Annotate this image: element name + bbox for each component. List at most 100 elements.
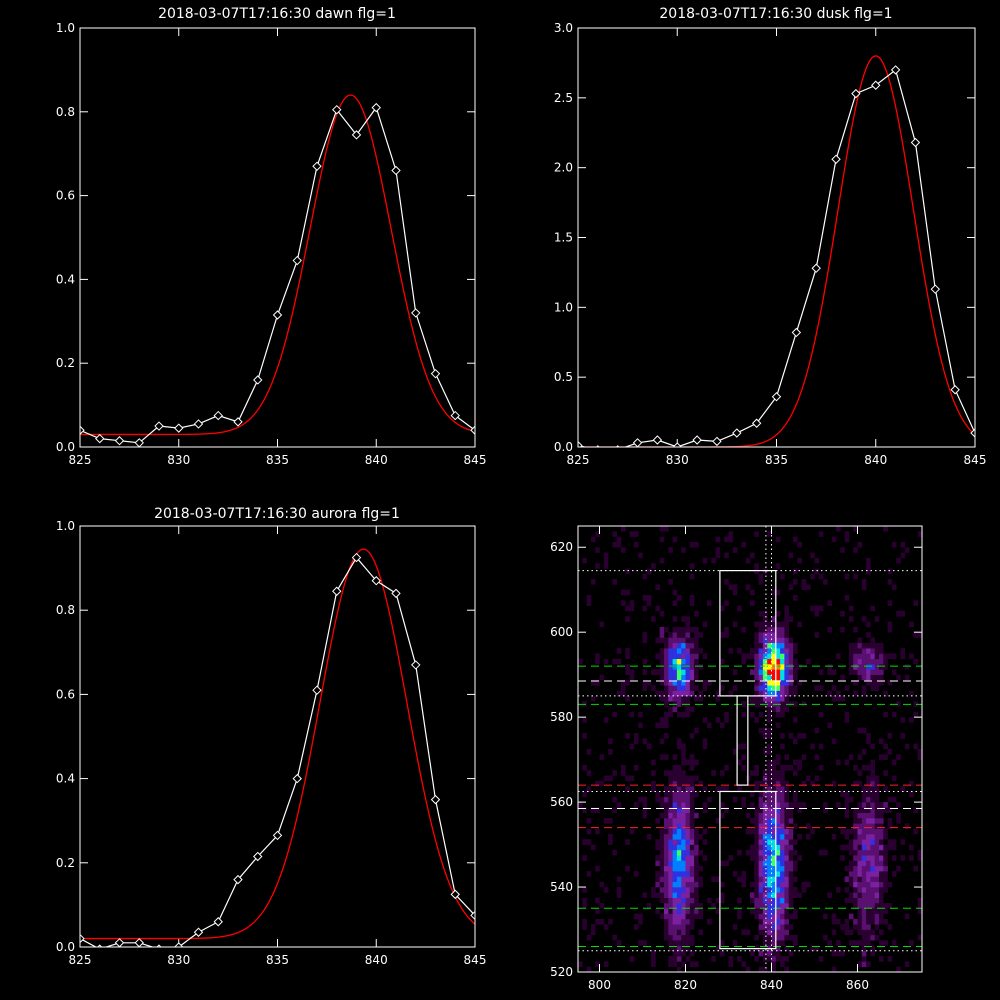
- heatmap-cell: [685, 823, 691, 829]
- heatmap-cell: [771, 833, 777, 840]
- heatmap-cell: [784, 796, 789, 803]
- heatmap-cell: [853, 833, 858, 840]
- heatmap-cell: [715, 695, 721, 702]
- heatmap-cell: [676, 595, 682, 601]
- heatmap-cell: [754, 679, 759, 686]
- heatmap-cell: [848, 839, 854, 845]
- heatmap-cell: [685, 780, 691, 787]
- heatmap-cell: [874, 855, 880, 861]
- heatmap-cell: [784, 780, 789, 787]
- heatmap-cell: [750, 897, 755, 904]
- heatmap-cell: [741, 802, 746, 808]
- heatmap-cell: [715, 876, 721, 883]
- heatmap-cell: [891, 855, 897, 861]
- data-point: [411, 308, 421, 318]
- heatmap-cell: [664, 881, 669, 888]
- y-tick-label: 620: [550, 540, 573, 554]
- heatmap-cell: [775, 653, 781, 660]
- heatmap-cell: [664, 934, 669, 941]
- heatmap-cell: [668, 860, 673, 867]
- heatmap-cell: [689, 823, 695, 829]
- heatmap-cell: [853, 823, 858, 829]
- heatmap-cell: [603, 563, 609, 569]
- heatmap-cell: [810, 573, 815, 580]
- heatmap-cell: [672, 775, 678, 782]
- heatmap-cell: [659, 674, 665, 681]
- heatmap-cell: [672, 786, 678, 792]
- heatmap-cell: [642, 812, 648, 819]
- heatmap-cell: [767, 929, 772, 936]
- heatmap-cell: [874, 908, 880, 914]
- heatmap-cell: [762, 924, 768, 930]
- heatmap-cell: [879, 839, 884, 845]
- heatmap-cell: [861, 690, 867, 697]
- heatmap-cell: [745, 929, 751, 936]
- heatmap-cell: [883, 526, 888, 532]
- heatmap-cell: [818, 605, 824, 612]
- heatmap-cell: [775, 924, 781, 930]
- heatmap-cell: [685, 881, 691, 888]
- heatmap-cell: [874, 828, 880, 835]
- heatmap-cell: [870, 791, 875, 798]
- heatmap-cell: [698, 780, 703, 787]
- heatmap-cell: [625, 733, 630, 739]
- heatmap-cell: [771, 775, 777, 782]
- heatmap-cell: [767, 775, 772, 782]
- heatmap-cell: [874, 913, 880, 920]
- heatmap-cell: [900, 653, 906, 660]
- heatmap-cell: [913, 632, 918, 638]
- heatmap-cell: [612, 658, 617, 665]
- heatmap-cell: [689, 802, 695, 808]
- heatmap-cell: [853, 780, 858, 787]
- heatmap-cell: [681, 828, 686, 835]
- heatmap-cell: [853, 547, 858, 553]
- heatmap-cell: [857, 642, 863, 649]
- heatmap-cell: [659, 658, 665, 665]
- heatmap-cell: [629, 828, 635, 835]
- heatmap-cell: [715, 690, 721, 697]
- heatmap-cell: [676, 902, 682, 909]
- heatmap-cell: [672, 674, 678, 681]
- heatmap-cell: [831, 966, 837, 973]
- heatmap-cell: [866, 796, 871, 803]
- heatmap-cell: [861, 727, 867, 734]
- heatmap-cell: [767, 701, 772, 707]
- heatmap-cell: [883, 881, 888, 888]
- heatmap-cell: [861, 924, 867, 930]
- heatmap-cell: [844, 887, 850, 893]
- heatmap-cell: [737, 648, 742, 654]
- heatmap-cell: [694, 871, 699, 877]
- heatmap-cell: [595, 547, 600, 553]
- heatmap-cell: [793, 940, 798, 946]
- heatmap-cell: [784, 929, 789, 936]
- heatmap-cell: [874, 897, 880, 904]
- heatmap-cell: [681, 918, 686, 925]
- heatmap-cell: [737, 743, 742, 750]
- heatmap-cell: [685, 865, 691, 872]
- heatmap-cell: [771, 669, 777, 675]
- heatmap-cell: [758, 839, 764, 845]
- heatmap-cell: [664, 918, 669, 925]
- data-point: [253, 375, 263, 385]
- heatmap-cell: [861, 653, 867, 660]
- heatmap-cell: [836, 918, 841, 925]
- heatmap-cell: [668, 945, 673, 952]
- heatmap-cell: [689, 892, 695, 898]
- heatmap-cell: [775, 956, 781, 962]
- heatmap-cell: [586, 749, 592, 755]
- heatmap-cell: [900, 717, 906, 723]
- heatmap-cell: [672, 881, 678, 888]
- heatmap-cell: [754, 934, 759, 941]
- heatmap-cell: [866, 632, 871, 638]
- heatmap-cell: [685, 786, 691, 792]
- data-point: [312, 685, 322, 695]
- heatmap-cell: [754, 563, 759, 569]
- heatmap-cell: [754, 881, 759, 888]
- heatmap-cell: [853, 940, 858, 946]
- heatmap-cell: [797, 733, 802, 739]
- heatmap-cell: [775, 791, 781, 798]
- heatmap-cell: [758, 626, 764, 633]
- heatmap-cell: [724, 552, 729, 559]
- heatmap-cell: [659, 722, 665, 729]
- heatmap-cell: [857, 876, 863, 883]
